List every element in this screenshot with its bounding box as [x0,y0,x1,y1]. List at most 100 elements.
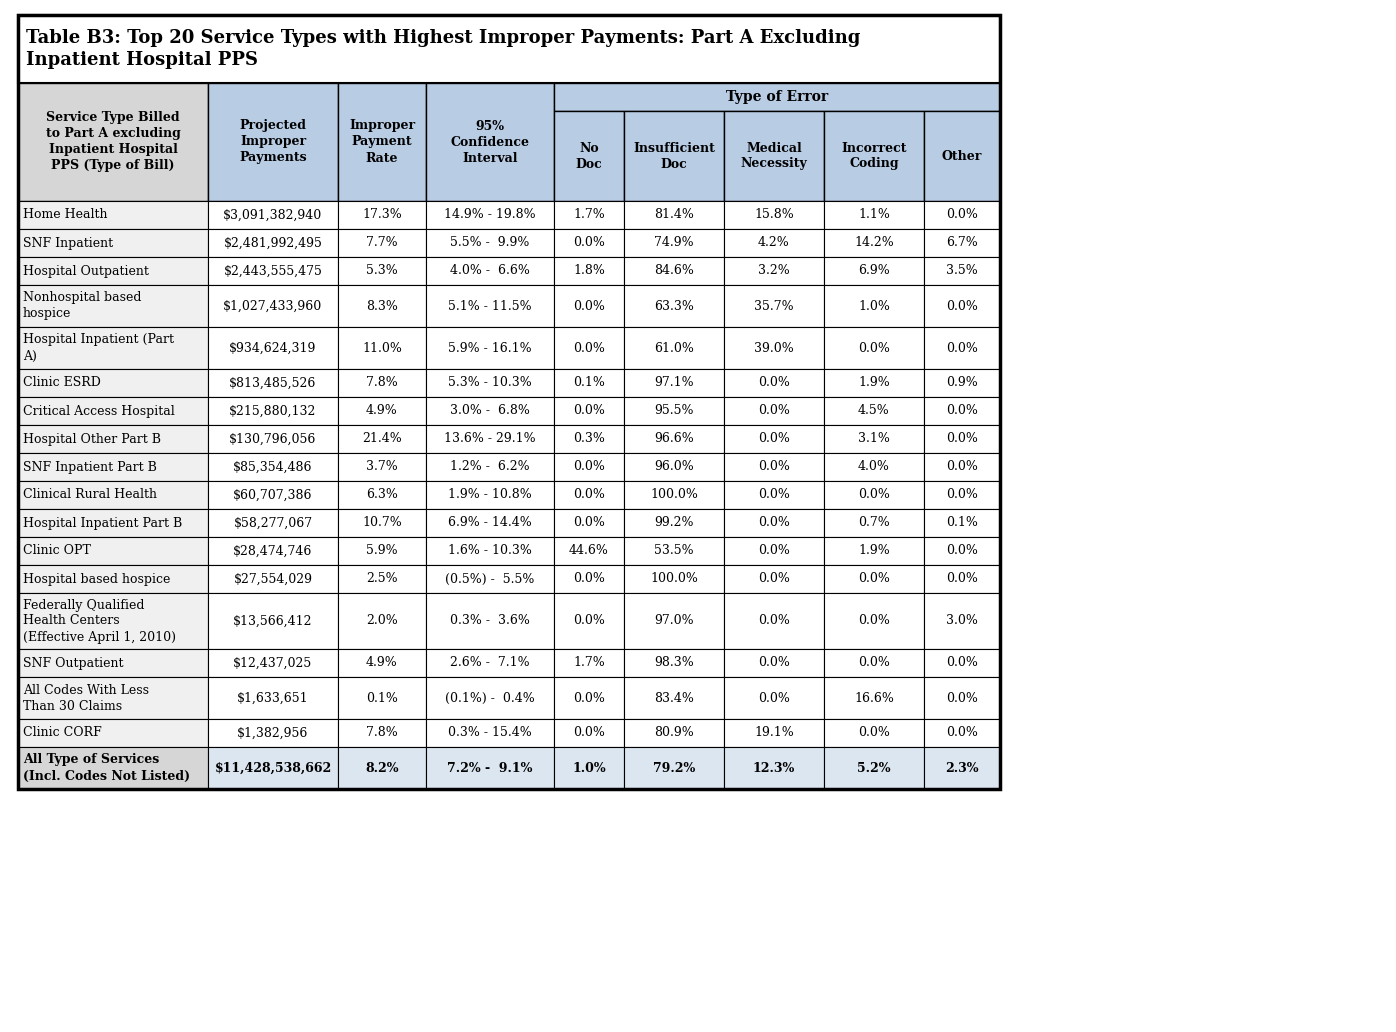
Bar [725,565,824,593]
Bar [725,397,824,425]
Text: 95.5%: 95.5% [655,405,694,418]
Bar [208,565,338,593]
Bar [554,453,624,481]
Bar [426,397,554,425]
Text: 0.0%: 0.0% [758,691,790,705]
Text: 2.5%: 2.5% [366,573,398,585]
Text: 3.7%: 3.7% [366,460,398,474]
Text: 21.4%: 21.4% [362,432,402,446]
Text: 15.8%: 15.8% [754,208,794,222]
Bar [824,453,924,481]
Text: $27,554,029: $27,554,029 [233,573,313,585]
Bar [824,327,924,369]
Text: 0.0%: 0.0% [758,656,790,670]
Bar [824,537,924,565]
Bar [426,537,554,565]
Text: 3.0%: 3.0% [946,614,979,627]
Text: Table B3: Top 20 Service Types with Highest Improper Payments: Part A Excluding
: Table B3: Top 20 Service Types with High… [27,29,860,69]
Text: $934,624,319: $934,624,319 [229,342,317,355]
Text: $28,474,746: $28,474,746 [233,545,313,557]
Bar [824,719,924,747]
Bar [725,509,824,537]
Bar [924,593,1000,649]
Bar [338,369,426,397]
Bar [18,453,208,481]
Bar [824,593,924,649]
Text: Nonhospital based
hospice: Nonhospital based hospice [22,291,141,321]
Bar [426,453,554,481]
Text: 0.0%: 0.0% [758,573,790,585]
Text: $1,633,651: $1,633,651 [237,691,309,705]
Text: Insufficient
Doc: Insufficient Doc [632,141,715,170]
Bar [208,509,338,537]
Bar [208,327,338,369]
Bar [624,111,725,201]
Text: 0.0%: 0.0% [859,614,889,627]
Bar [725,201,824,229]
Bar [824,649,924,677]
Bar [18,719,208,747]
Text: 7.8%: 7.8% [366,377,398,389]
Text: 1.9%: 1.9% [859,377,889,389]
Text: 74.9%: 74.9% [655,236,694,250]
Text: 0.0%: 0.0% [758,614,790,627]
Text: 5.3%: 5.3% [366,264,398,278]
Text: $85,354,486: $85,354,486 [233,460,313,474]
Text: Improper
Payment
Rate: Improper Payment Rate [349,120,415,164]
Bar [208,285,338,327]
Text: 53.5%: 53.5% [655,545,694,557]
Bar [824,201,924,229]
Text: 12.3%: 12.3% [752,762,796,774]
Text: 0.0%: 0.0% [859,342,889,355]
Bar [924,481,1000,509]
Bar [208,425,338,453]
Bar [554,537,624,565]
Bar [18,327,208,369]
Bar [338,649,426,677]
Text: 0.3% -  3.6%: 0.3% - 3.6% [450,614,530,627]
Text: 5.1% - 11.5%: 5.1% - 11.5% [448,299,532,313]
Text: 0.0%: 0.0% [859,727,889,740]
Text: 5.9% - 16.1%: 5.9% - 16.1% [448,342,532,355]
Bar [725,285,824,327]
Text: Hospital Other Part B: Hospital Other Part B [22,432,161,446]
Bar [338,453,426,481]
Bar [208,83,338,201]
Text: 0.3% - 15.4%: 0.3% - 15.4% [448,727,532,740]
Bar [554,565,624,593]
Bar [426,285,554,327]
Text: 83.4%: 83.4% [655,691,694,705]
Text: 4.2%: 4.2% [758,236,790,250]
Text: 99.2%: 99.2% [655,516,694,529]
Bar [725,481,824,509]
Text: 0.1%: 0.1% [574,377,604,389]
Text: 0.0%: 0.0% [859,488,889,502]
Bar [18,509,208,537]
Bar [554,747,624,789]
Text: 6.7%: 6.7% [946,236,977,250]
Text: 5.9%: 5.9% [366,545,398,557]
Text: 5.5% -  9.9%: 5.5% - 9.9% [451,236,529,250]
Text: No
Doc: No Doc [575,141,603,170]
Text: 0.0%: 0.0% [946,460,979,474]
Bar [554,369,624,397]
Text: 5.2%: 5.2% [857,762,891,774]
Bar [924,649,1000,677]
Bar [824,509,924,537]
Bar [208,747,338,789]
Bar [824,425,924,453]
Bar [924,719,1000,747]
Bar [426,649,554,677]
Text: 17.3%: 17.3% [362,208,402,222]
Bar [338,481,426,509]
Bar [426,509,554,537]
Bar [338,677,426,719]
Text: Service Type Billed
to Part A excluding
Inpatient Hospital
PPS (Type of Bill): Service Type Billed to Part A excluding … [46,111,180,172]
Bar [824,677,924,719]
Text: 0.0%: 0.0% [859,656,889,670]
Text: $3,091,382,940: $3,091,382,940 [223,208,322,222]
Text: 0.0%: 0.0% [574,614,604,627]
Bar [208,201,338,229]
Text: 4.5%: 4.5% [859,405,889,418]
Text: 3.5%: 3.5% [946,264,977,278]
